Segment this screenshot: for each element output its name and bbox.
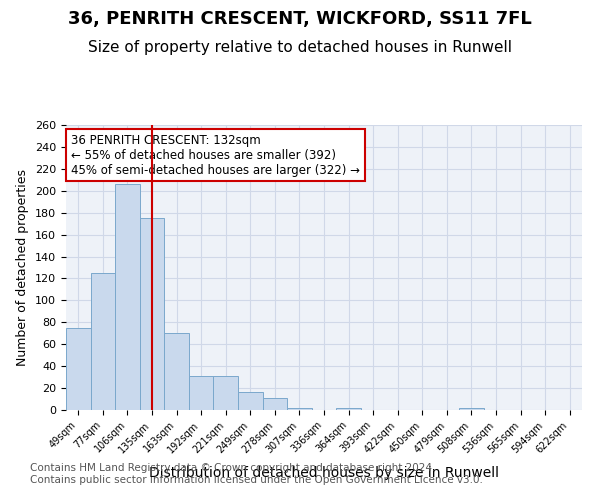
Text: Size of property relative to detached houses in Runwell: Size of property relative to detached ho…	[88, 40, 512, 55]
Bar	[238, 392, 263, 410]
Bar	[263, 398, 287, 410]
Text: 36, PENRITH CRESCENT, WICKFORD, SS11 7FL: 36, PENRITH CRESCENT, WICKFORD, SS11 7FL	[68, 10, 532, 28]
Bar	[336, 408, 361, 410]
Text: Contains HM Land Registry data © Crown copyright and database right 2024.
Contai: Contains HM Land Registry data © Crown c…	[30, 464, 483, 485]
Bar	[287, 408, 312, 410]
Bar	[66, 328, 91, 410]
Bar	[189, 376, 214, 410]
Bar	[91, 273, 115, 410]
X-axis label: Distribution of detached houses by size in Runwell: Distribution of detached houses by size …	[149, 466, 499, 479]
Y-axis label: Number of detached properties: Number of detached properties	[16, 169, 29, 366]
Bar	[214, 376, 238, 410]
Bar	[164, 334, 189, 410]
Bar	[115, 184, 140, 410]
Bar	[140, 218, 164, 410]
Text: 36 PENRITH CRESCENT: 132sqm
← 55% of detached houses are smaller (392)
45% of se: 36 PENRITH CRESCENT: 132sqm ← 55% of det…	[71, 134, 360, 176]
Bar	[459, 408, 484, 410]
